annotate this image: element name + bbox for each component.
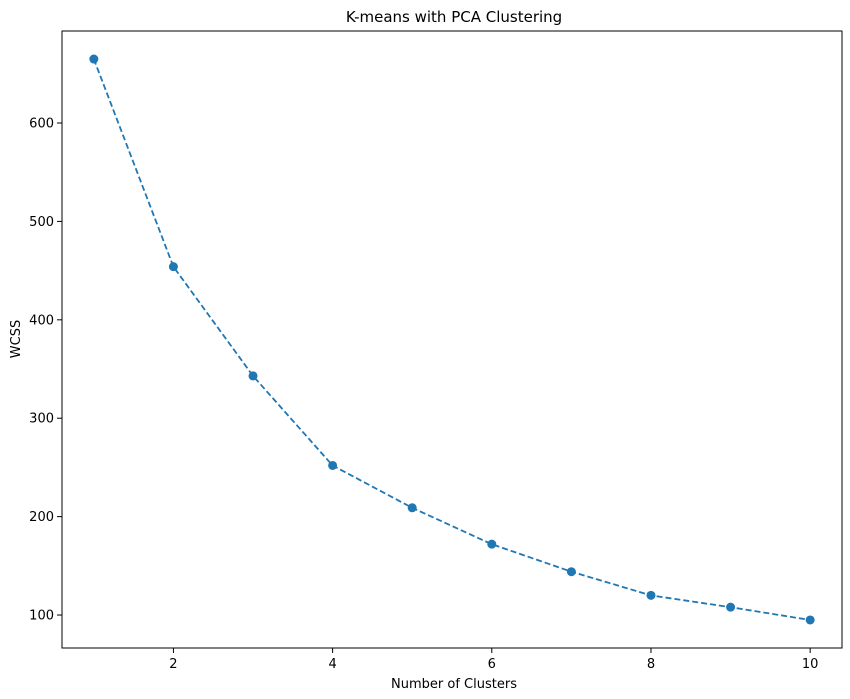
x-tick-label: 8 (647, 657, 655, 672)
x-tick-label: 6 (488, 657, 496, 672)
x-tick-label: 4 (328, 657, 336, 672)
data-point (726, 602, 736, 612)
plot-area (61, 30, 843, 649)
y-tick-label: 400 (29, 313, 54, 328)
data-point (805, 615, 815, 625)
y-axis: 100 200 300 400 500 600 (29, 117, 62, 624)
x-axis-label: Number of Clusters (391, 677, 517, 692)
data-point (407, 503, 417, 513)
data-point (89, 54, 99, 64)
x-tick-label: 2 (169, 657, 177, 672)
data-point (646, 590, 656, 600)
x-tick-label: 10 (802, 657, 819, 672)
y-tick-label: 500 (29, 215, 54, 230)
data-point (168, 262, 178, 272)
chart-title: K-means with PCA Clustering (346, 8, 562, 26)
data-points (89, 54, 815, 625)
y-tick-label: 100 (29, 609, 54, 624)
x-axis: 2 4 6 8 10 (169, 648, 818, 672)
y-tick-label: 200 (29, 510, 54, 525)
data-point (248, 371, 258, 381)
series-line (92, 58, 811, 621)
y-tick-label: 300 (29, 412, 54, 427)
y-axis-label: WCSS (9, 320, 24, 358)
y-tick-label: 600 (29, 117, 54, 132)
data-point (566, 567, 576, 577)
data-point (487, 539, 497, 549)
data-point (328, 460, 338, 470)
